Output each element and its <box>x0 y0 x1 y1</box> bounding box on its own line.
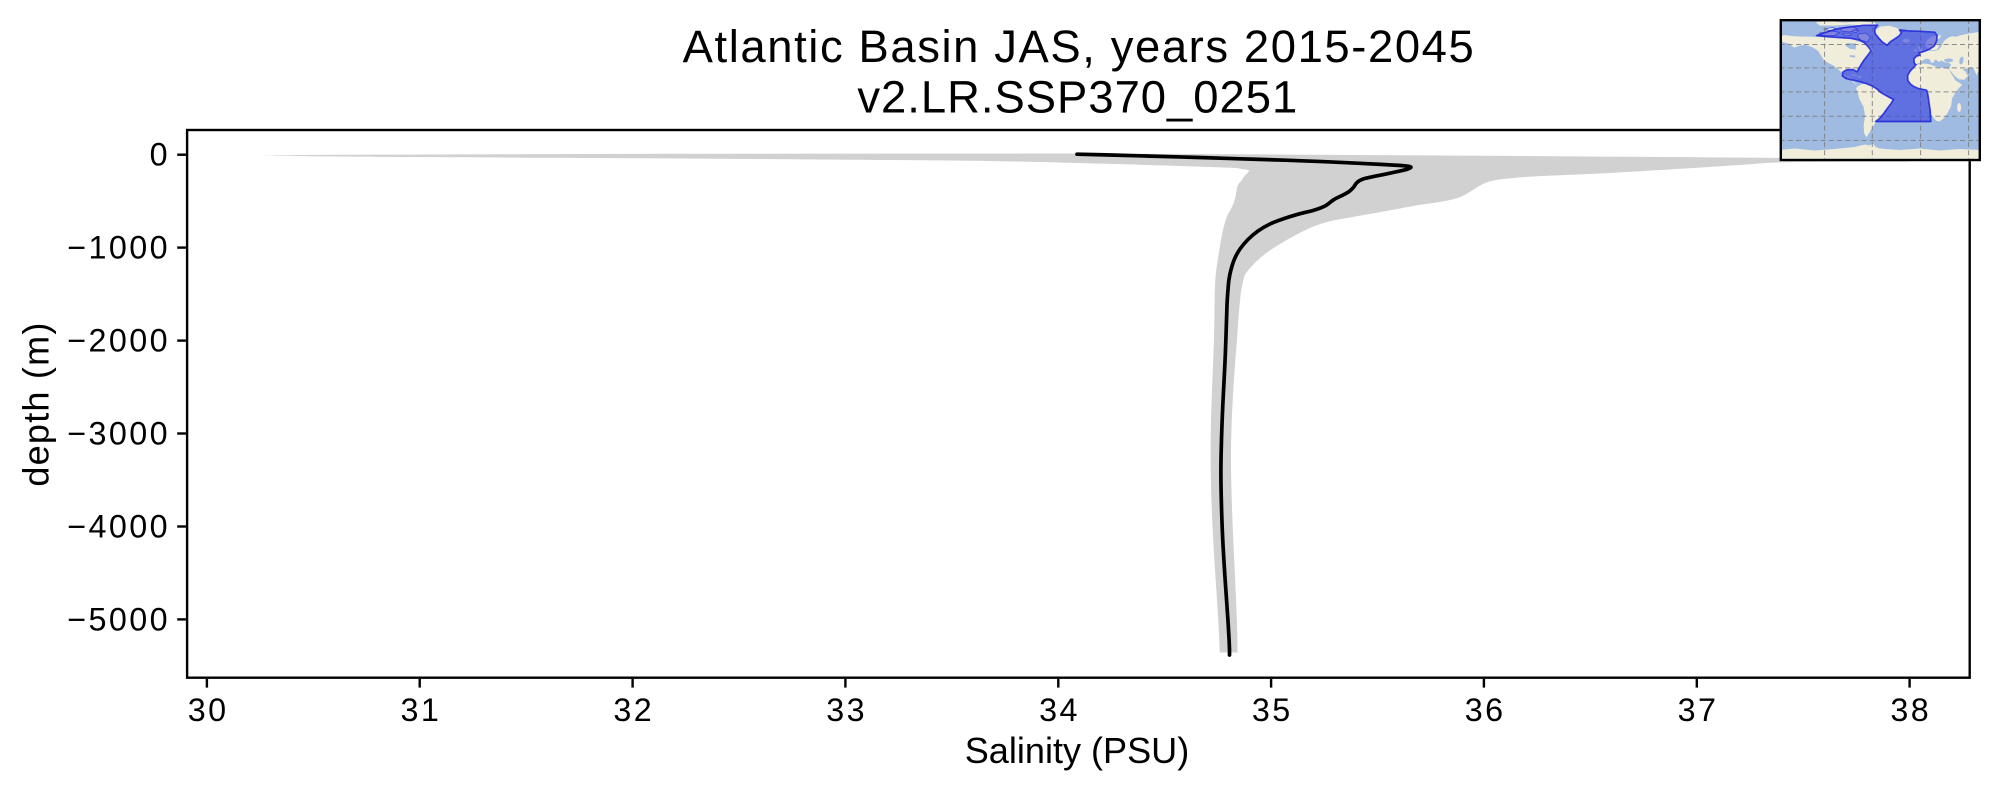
svg-text:0: 0 <box>150 137 170 173</box>
svg-text:−3000: −3000 <box>67 415 170 451</box>
svg-text:Atlantic Basin JAS, years 2015: Atlantic Basin JAS, years 2015-2045 <box>683 21 1476 72</box>
svg-text:depth (m): depth (m) <box>16 321 57 486</box>
svg-text:−5000: −5000 <box>67 601 170 637</box>
svg-text:Salinity (PSU): Salinity (PSU) <box>965 730 1190 771</box>
svg-text:35: 35 <box>1252 692 1293 728</box>
svg-text:32: 32 <box>613 692 654 728</box>
svg-text:30: 30 <box>188 692 229 728</box>
svg-text:37: 37 <box>1678 692 1719 728</box>
svg-text:36: 36 <box>1465 692 1506 728</box>
svg-text:34: 34 <box>1039 692 1080 728</box>
svg-text:−1000: −1000 <box>67 230 170 266</box>
svg-text:v2.LR.SSP370_0251: v2.LR.SSP370_0251 <box>857 71 1298 122</box>
svg-text:38: 38 <box>1890 692 1931 728</box>
svg-text:31: 31 <box>401 692 442 728</box>
svg-text:33: 33 <box>826 692 867 728</box>
svg-text:−4000: −4000 <box>67 508 170 544</box>
svg-text:−2000: −2000 <box>67 323 170 359</box>
